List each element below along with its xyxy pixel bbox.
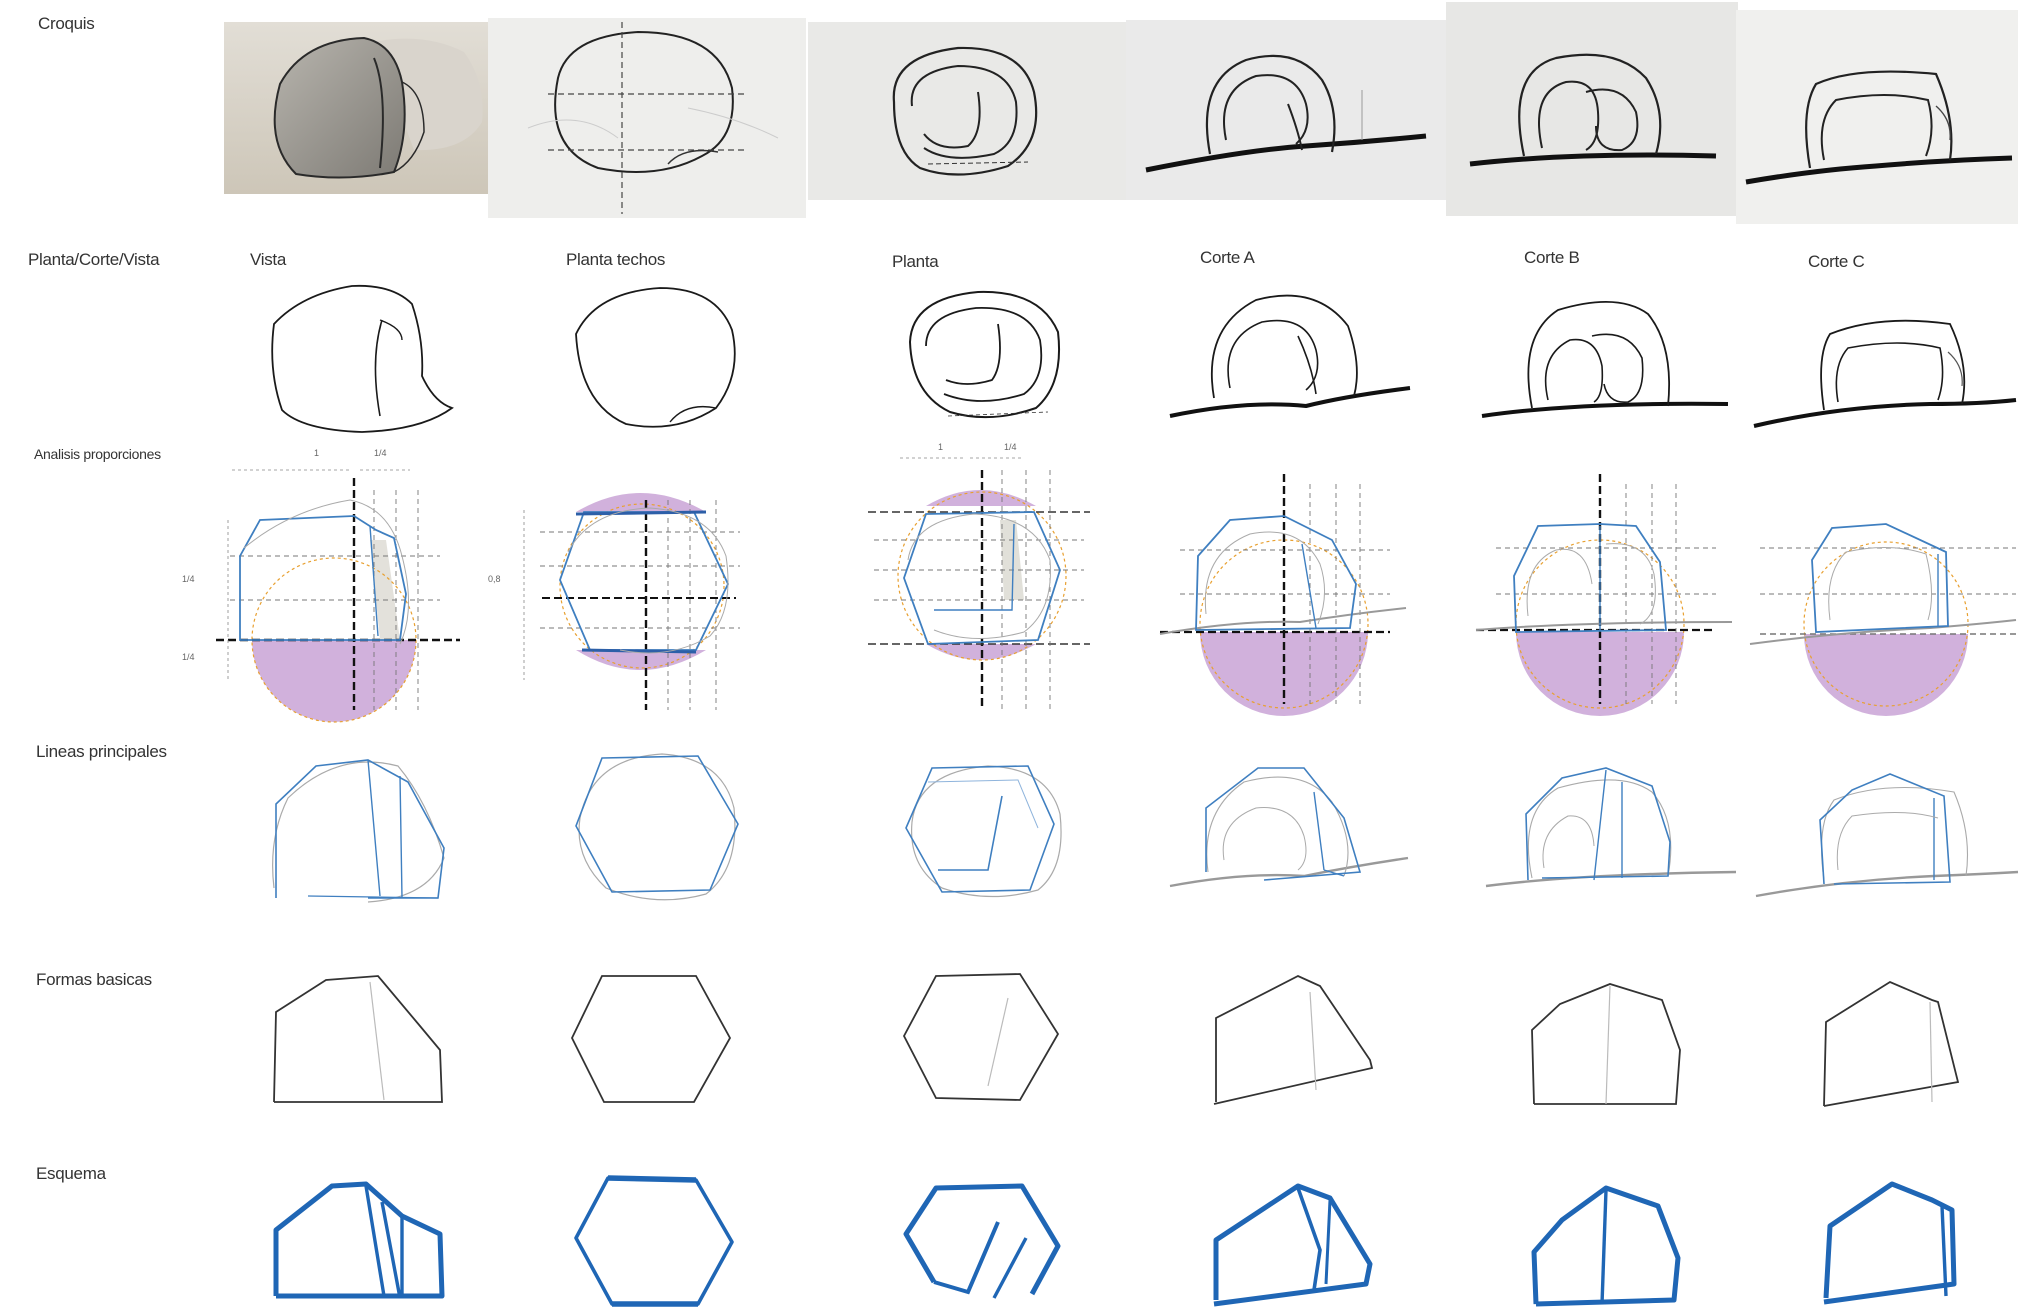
croquis-photo-rock <box>224 22 492 194</box>
croquis-photo-corte-a <box>1126 20 1446 200</box>
drawing-corte-a <box>1169 294 1411 418</box>
col-label-corte-a: Corte A <box>1200 248 1255 267</box>
lineas-planta-techos <box>575 753 739 901</box>
drawing-vista <box>271 284 454 433</box>
analysis-planta-techos <box>523 493 740 710</box>
tick-dim-1: 1 <box>314 448 320 458</box>
sketch-planta <box>892 46 1038 176</box>
croquis-photo-corte-b <box>1446 2 1738 216</box>
tick-planta-dim-1: 1 <box>938 442 944 452</box>
sketch-corte-a <box>1145 54 1427 173</box>
tick-side-a: 1/4 <box>182 574 195 584</box>
formas-planta-techos <box>570 975 732 1103</box>
formas-corte-c <box>1823 980 1960 1107</box>
formas-corte-a <box>1213 975 1374 1105</box>
formas-vista <box>273 975 443 1103</box>
drawing-planta <box>908 290 1061 419</box>
col-label-planta: Planta <box>892 252 939 271</box>
drawing-planta-techos <box>575 287 736 428</box>
tick-side-b: 1/4 <box>182 652 195 662</box>
esquema-vista <box>273 1181 445 1299</box>
lineas-planta <box>905 765 1062 898</box>
col-label-corte-c: Corte C <box>1808 252 1865 271</box>
col-label-vista: Vista <box>250 250 286 269</box>
sketch-corte-c <box>1745 70 2013 185</box>
sketch-corte-b <box>1469 53 1717 167</box>
tick-dim-14: 1/4 <box>374 448 387 458</box>
drawing-corte-b <box>1481 301 1729 418</box>
esquema-planta <box>903 1183 1061 1299</box>
analysis-corte-a <box>1159 474 1407 716</box>
formas-planta <box>902 973 1060 1101</box>
tick-side-c: 0,8 <box>488 574 501 584</box>
tick-planta-dim-14: 1/4 <box>1004 442 1017 452</box>
croquis-photo-planta-techos <box>488 18 806 218</box>
esquema-corte-b <box>1531 1185 1681 1307</box>
sketch-planta-techos <box>527 22 779 214</box>
formas-corte-b <box>1531 983 1681 1105</box>
esquema-corte-a <box>1213 1183 1373 1307</box>
croquis-photo-planta <box>808 22 1126 200</box>
row-label-analisis-proporciones: Analisis proporciones <box>34 446 161 462</box>
analysis-corte-b <box>1475 474 1733 716</box>
lineas-corte-b <box>1485 767 1737 888</box>
rock-photo-drawing <box>224 22 492 194</box>
col-label-planta-techos: Planta techos <box>566 250 666 269</box>
row-label-lineas-principales: Lineas principales <box>36 742 167 761</box>
row-label-planta-corte-vista: Planta/Corte/Vista <box>28 250 160 269</box>
lineas-corte-a <box>1169 767 1409 888</box>
croquis-photo-corte-c <box>1736 10 2018 224</box>
analysis-corte-c <box>1749 523 2017 716</box>
esquema-planta-techos <box>574 1175 734 1307</box>
drawing-corte-c <box>1753 319 2017 428</box>
col-label-corte-b: Corte B <box>1524 248 1580 267</box>
row-label-formas-basicas: Formas basicas <box>36 970 152 989</box>
esquema-corte-c <box>1823 1181 1957 1305</box>
row-label-croquis: Croquis <box>38 14 95 33</box>
analysis-planta <box>868 457 1090 710</box>
row-label-esquema: Esquema <box>36 1164 106 1183</box>
lineas-corte-c <box>1755 773 2019 898</box>
analysis-vista <box>216 469 460 723</box>
lineas-vista <box>272 759 445 903</box>
